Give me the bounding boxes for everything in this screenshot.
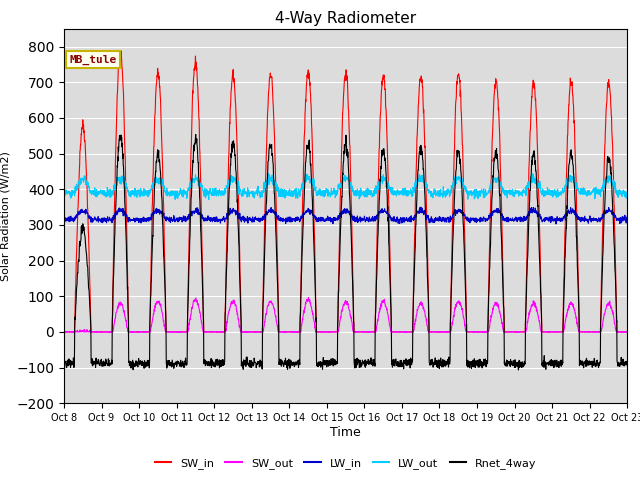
SW_in [362,329,370,335]
LW_in [623,216,631,222]
LW_out [60,192,68,197]
Title: 4-Way Radiometer: 4-Way Radiometer [275,11,416,26]
Rnet_4way [515,367,522,373]
LW_in [362,217,370,223]
LW_out [218,191,225,197]
SW_out [574,323,582,329]
SW_out [589,329,597,335]
Line: SW_in: SW_in [64,50,627,332]
Line: LW_in: LW_in [64,207,627,224]
X-axis label: Time: Time [330,426,361,439]
SW_out [623,329,631,335]
Rnet_4way [623,360,631,366]
LW_in [552,221,560,227]
LW_out [623,190,631,196]
Legend: SW_in, SW_out, LW_in, LW_out, Rnet_4way: SW_in, SW_out, LW_in, LW_out, Rnet_4way [150,454,541,473]
LW_in [217,217,225,223]
LW_in [509,216,517,222]
SW_in [116,48,124,53]
Rnet_4way [192,132,200,137]
LW_in [574,216,582,222]
SW_out [305,295,312,300]
LW_in [589,215,597,221]
Line: Rnet_4way: Rnet_4way [64,134,627,370]
Rnet_4way [218,363,225,369]
LW_out [265,171,273,177]
LW_out [574,186,582,192]
SW_in [509,329,517,335]
LW_out [510,190,518,195]
LW_out [375,182,383,188]
SW_in [60,329,68,335]
Rnet_4way [589,362,597,368]
Rnet_4way [574,277,582,283]
LW_out [205,197,212,203]
Y-axis label: Solar Radiation (W/m2): Solar Radiation (W/m2) [1,151,11,281]
Line: LW_out: LW_out [64,174,627,200]
Line: SW_out: SW_out [64,298,627,332]
SW_out [217,329,225,335]
SW_out [362,329,370,335]
Text: MB_tule: MB_tule [70,55,117,65]
SW_out [317,329,325,335]
SW_in [589,329,597,335]
SW_out [60,329,68,335]
SW_in [374,177,382,182]
SW_out [510,329,518,335]
Rnet_4way [374,221,382,227]
Rnet_4way [509,360,517,365]
Rnet_4way [362,362,370,368]
LW_out [589,188,597,194]
SW_out [375,313,383,319]
LW_in [374,212,382,217]
LW_in [417,204,425,210]
SW_in [218,329,225,335]
SW_in [623,329,631,335]
LW_out [362,186,370,192]
Rnet_4way [60,361,68,367]
SW_in [574,243,582,249]
LW_in [60,217,68,223]
